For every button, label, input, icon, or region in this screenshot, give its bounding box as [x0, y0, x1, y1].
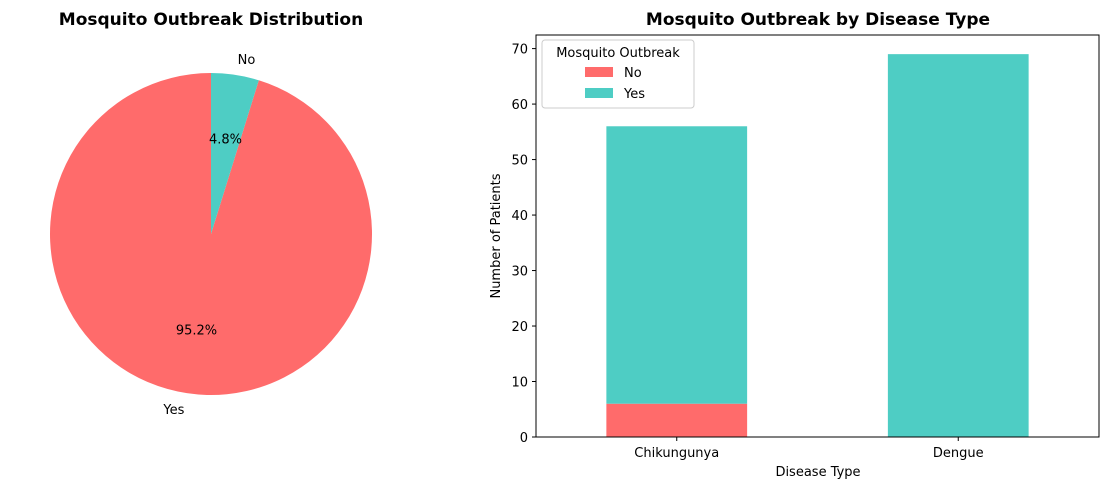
y-tick-label: 20 [511, 320, 528, 335]
bar-chart: Chikungunya Dengue 0 10 20 30 40 50 60 70 [511, 34, 1100, 461]
bar-title: Mosquito Outbreak by Disease Type [646, 10, 990, 30]
pie-slice-no [211, 73, 259, 234]
legend-label-no: No [624, 66, 642, 81]
y-tick-label: 0 [520, 431, 528, 446]
bar-y-axis-label: Number of Patients [489, 173, 504, 298]
pie-pct-label-yes: 95.2% [176, 324, 217, 339]
pie-label-no: No [238, 53, 256, 68]
legend-title: Mosquito Outbreak [556, 46, 680, 61]
pie-chart: Yes 95.2% No 4.8% [50, 53, 373, 418]
bar-x-axis-label: Disease Type [775, 465, 860, 480]
legend-swatch-yes [585, 88, 613, 98]
pie-slice-yes [50, 73, 373, 395]
pie-pct-label-no: 4.8% [209, 132, 242, 147]
y-tick-label: 60 [511, 98, 528, 113]
y-tick-label: 10 [511, 376, 528, 391]
pie-title: Mosquito Outbreak Distribution [59, 10, 363, 30]
legend-label-yes: Yes [623, 87, 645, 102]
legend-swatch-no [585, 67, 613, 77]
bar-dengue-yes [887, 54, 1029, 438]
x-tick-label: Chikungunya [634, 446, 719, 461]
bar-chikungunya-yes [606, 126, 748, 404]
y-tick-label: 40 [511, 209, 528, 224]
bar-chikungunya-no [606, 403, 748, 437]
pie-label-yes: Yes [162, 403, 184, 418]
bar-legend: Mosquito Outbreak No Yes [541, 39, 695, 109]
y-tick-label: 50 [511, 154, 528, 169]
x-tick-label: Dengue [933, 446, 984, 461]
y-tick-label: 70 [511, 43, 528, 58]
y-tick-label: 30 [511, 265, 528, 280]
legend-frame [541, 39, 695, 109]
plot-frame [535, 34, 1100, 438]
